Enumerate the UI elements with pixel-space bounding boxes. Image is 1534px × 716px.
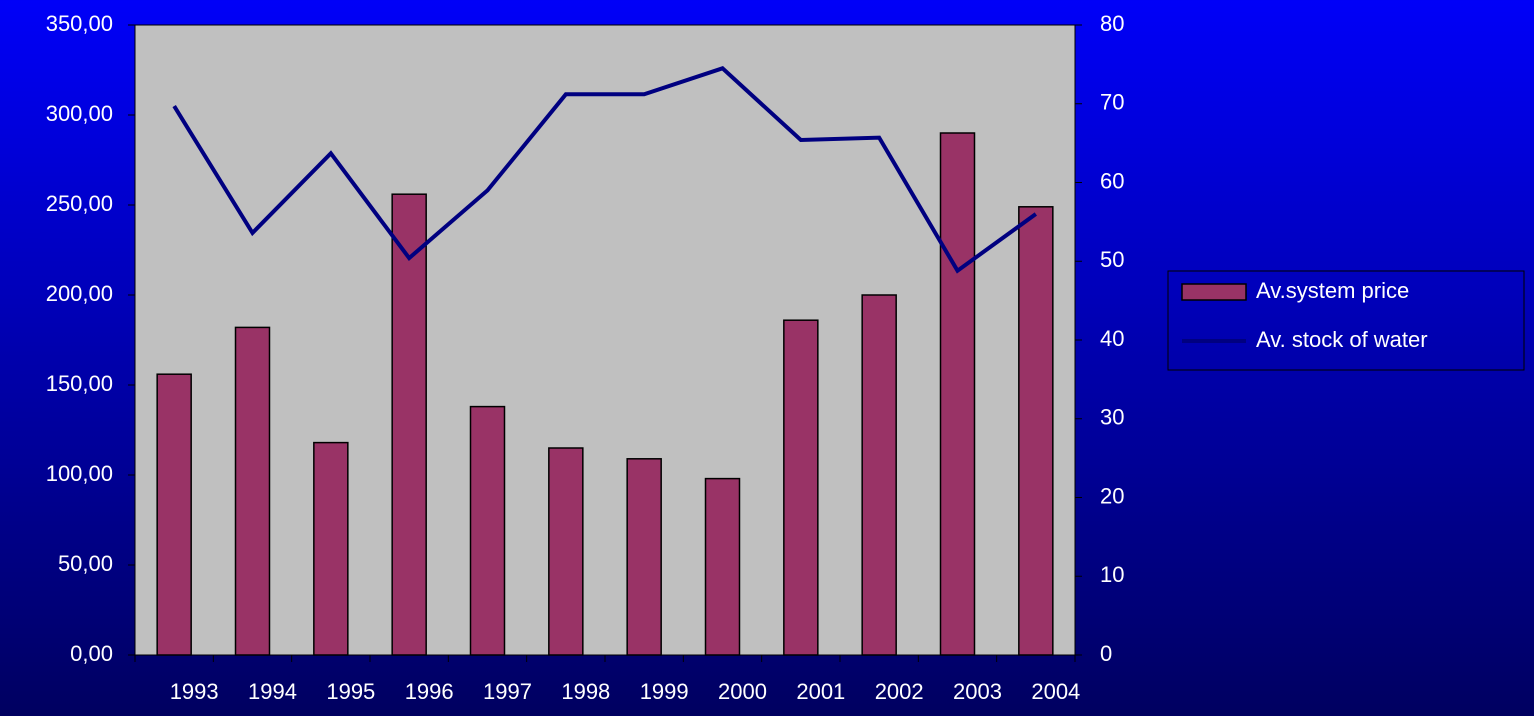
y2-tick-label: 50 — [1100, 247, 1124, 272]
y2-tick-label: 10 — [1100, 562, 1124, 587]
bar — [704, 477, 741, 656]
y-tick-label: 300,00 — [46, 101, 113, 126]
bar — [391, 193, 427, 656]
legend-swatch — [1181, 283, 1247, 301]
x-tick-label: 1998 — [561, 679, 610, 704]
bar — [548, 447, 584, 656]
x-tick-label: 1996 — [405, 679, 454, 704]
y2-tick-label: 40 — [1100, 326, 1124, 351]
x-tick-label: 1993 — [170, 679, 219, 704]
bar — [626, 458, 662, 656]
bar — [156, 373, 192, 656]
legend — [1167, 270, 1525, 371]
y2-tick-label: 20 — [1100, 483, 1124, 508]
y2-tick-label: 0 — [1100, 641, 1112, 666]
y2-tick-label: 80 — [1100, 11, 1124, 36]
x-tick-label: 1995 — [326, 679, 375, 704]
x-tick-label: 1997 — [483, 679, 532, 704]
bar — [939, 132, 976, 656]
y2-tick-label: 70 — [1100, 90, 1124, 115]
bar — [861, 294, 897, 656]
y-tick-label: 200,00 — [46, 281, 113, 306]
y-tick-label: 50,00 — [58, 551, 113, 576]
x-tick-label: 2003 — [953, 679, 1002, 704]
plot-area — [134, 24, 1076, 656]
x-tick-label: 2002 — [875, 679, 924, 704]
y-tick-label: 250,00 — [46, 191, 113, 216]
y-tick-label: 100,00 — [46, 461, 113, 486]
y-tick-label: 350,00 — [46, 11, 113, 36]
line — [172, 66, 1038, 274]
bar — [234, 326, 271, 656]
x-tick-label: 1999 — [640, 679, 689, 704]
bar — [1018, 206, 1054, 656]
bar — [313, 441, 349, 656]
x-tick-label: 2000 — [718, 679, 767, 704]
x-tick-label: 1994 — [248, 679, 297, 704]
x-tick-label: 2004 — [1031, 679, 1080, 704]
x-tick-label: 2001 — [796, 679, 845, 704]
legend-label: Av. stock of water — [1256, 327, 1428, 352]
bar — [783, 319, 819, 656]
bar — [469, 405, 506, 656]
y2-tick-label: 30 — [1100, 405, 1124, 430]
legend-label: Av.system price — [1256, 278, 1409, 303]
y2-tick-label: 60 — [1100, 168, 1124, 193]
y-tick-label: 0,00 — [70, 641, 113, 666]
y-tick-label: 150,00 — [46, 371, 113, 396]
